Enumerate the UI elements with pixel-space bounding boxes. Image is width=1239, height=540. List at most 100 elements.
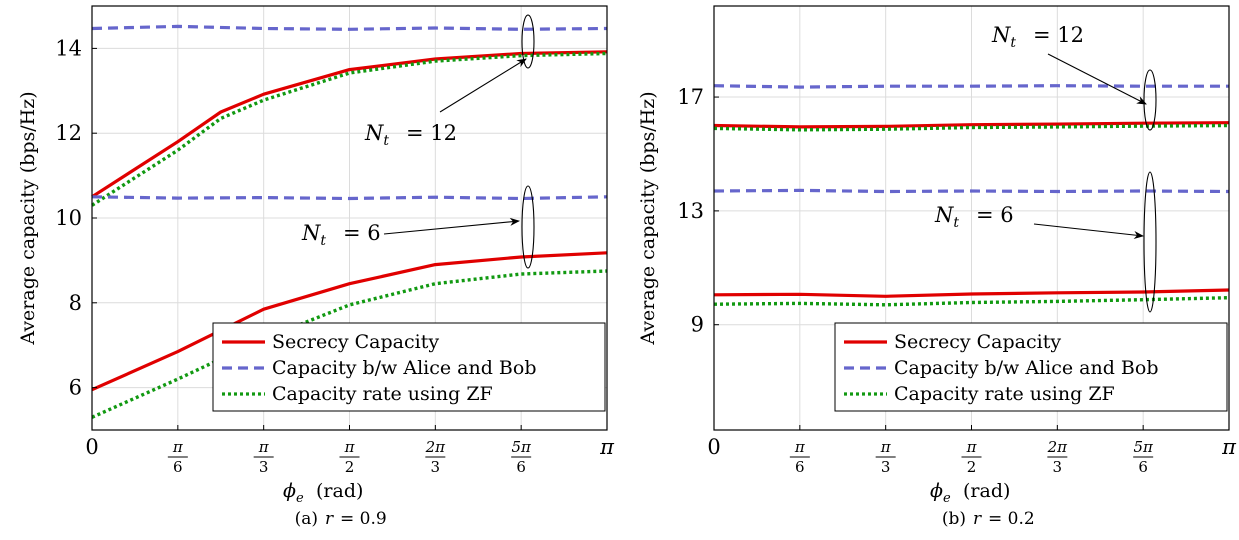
legend-label-bob-a: Capacity b/w Alice and Bob (272, 357, 536, 379)
svg-text:= 12: = 12 (406, 121, 457, 145)
group-bracket-ellipse (1143, 69, 1157, 131)
yticks-b: 9 13 17 (677, 85, 719, 337)
series-b (713, 84, 1230, 307)
svg-text:(rad): (rad) (963, 480, 1010, 502)
y-axis-label-a: Average capacity (bps/Hz) (17, 91, 39, 345)
svg-text:ϕe: ϕe (930, 480, 951, 506)
svg-text:= 0.9: = 0.9 (340, 509, 387, 529)
x-tick-label-num: 2π (1047, 438, 1069, 456)
arrow-nt12-b (1047, 53, 1147, 105)
y-tick-label: 8 (69, 291, 82, 315)
y-tick-label: 17 (677, 85, 704, 109)
yticks-a: 6 8 10 12 14 (55, 36, 97, 400)
xticks-b: 0 π 6 π 3 π 2 2π 3 5π 6 π (707, 425, 1237, 476)
svg-text:Nt: Nt (301, 221, 326, 249)
x-tick-label-num: 5π (511, 438, 532, 456)
y-tick-label: 12 (55, 121, 82, 145)
svg-text:= 6: = 6 (976, 203, 1014, 227)
x-tick-label-den: 6 (1138, 458, 1148, 476)
legend-b: Secrecy Capacity Capacity b/w Alice and … (834, 322, 1228, 412)
svg-text:Nt: Nt (991, 23, 1016, 51)
x-tick-label-num: 5π (1133, 438, 1154, 456)
annotation-nt6-a: Nt = 6 (301, 221, 381, 249)
x-tick-label-num: π (966, 438, 978, 456)
x-axis-label-b: ϕe (rad) (930, 480, 1010, 506)
series-line-secrecy-nt12 (91, 50, 608, 199)
series-line-zf-nt6 (713, 296, 1230, 307)
series-line-secrecy-nt6 (91, 251, 608, 392)
legend-label-secrecy-b: Secrecy Capacity (894, 331, 1061, 353)
series-line-bob-nt6 (713, 188, 1230, 194)
x-tick-label-den: 2 (967, 458, 977, 476)
brackets-a (521, 14, 535, 269)
series-line-bob-nt12 (713, 84, 1229, 89)
caption-b: (b) r = 0.2 (942, 509, 1035, 529)
svg-text:= 6: = 6 (343, 221, 381, 245)
svg-text:(a): (a) (295, 509, 318, 529)
arrow-nt12-a (439, 58, 527, 113)
x-tick-label-num: 2π (425, 438, 447, 456)
series-line-bob-nt12 (91, 24, 608, 31)
svg-text:Nt: Nt (364, 121, 389, 149)
arrow-nt6-b (1033, 223, 1144, 239)
svg-text:Nt: Nt (934, 203, 959, 231)
group-bracket-ellipse (1143, 171, 1157, 313)
panel-a: 6 8 10 12 14 0 π 6 π 3 π 2 2π 3 5π 6 π Average capacity… (17, 5, 615, 529)
legend-label-secrecy-a: Secrecy Capacity (272, 331, 439, 353)
x-tick-label: 0 (707, 435, 720, 459)
legend-label-zf-b: Capacity rate using ZF (894, 383, 1115, 405)
x-tick-label-num: π (794, 438, 806, 456)
annotation-nt12-b: Nt = 12 (991, 23, 1084, 51)
group-bracket-ellipse (521, 14, 535, 69)
annotation-nt12-a: Nt = 12 (364, 121, 457, 149)
y-tick-label: 9 (691, 313, 704, 337)
x-tick-label-num: π (880, 438, 892, 456)
x-tick-label-den: 6 (516, 458, 526, 476)
x-tick-label: 0 (85, 435, 98, 459)
series-line-secrecy-nt12 (713, 121, 1230, 129)
legend-a: Secrecy Capacity Capacity b/w Alice and … (212, 322, 606, 412)
caption-a: (a) r = 0.9 (295, 509, 387, 529)
y-tick-label: 10 (55, 206, 82, 230)
svg-text:= 12: = 12 (1033, 23, 1084, 47)
x-tick-label-num: π (172, 438, 184, 456)
series-line-secrecy-nt6 (713, 288, 1230, 298)
grid-a (91, 6, 608, 430)
y-tick-label: 13 (677, 199, 704, 223)
x-tick-label-den: 3 (431, 458, 441, 476)
panel-b: 9 13 17 0 π 6 π 3 π 2 2π 3 5π 6 π Average capacity (b… (637, 5, 1237, 529)
svg-text:= 0.2: = 0.2 (988, 509, 1035, 529)
annotation-nt6-b: Nt = 6 (934, 203, 1014, 231)
x-tick-label-den: 6 (795, 458, 805, 476)
x-tick-label-num: π (344, 438, 356, 456)
x-tick-label: π (1221, 435, 1237, 459)
x-tick-label-den: 3 (1053, 458, 1063, 476)
xticks-a: 0 π 6 π 3 π 2 2π 3 5π 6 π (85, 425, 615, 476)
y-tick-label: 14 (55, 36, 82, 60)
x-axis-label-a: ϕe (rad) (283, 480, 363, 506)
svg-text:(rad): (rad) (316, 480, 363, 502)
x-tick-label: π (599, 435, 615, 459)
x-tick-label-den: 6 (173, 458, 183, 476)
x-tick-label-den: 2 (345, 458, 355, 476)
arrow-nt6-a (383, 217, 520, 235)
group-bracket-ellipse (521, 185, 535, 269)
svg-text:r: r (325, 509, 334, 529)
svg-text:ϕe: ϕe (283, 480, 304, 506)
legend-box-b (834, 322, 1228, 412)
legend-label-zf-a: Capacity rate using ZF (272, 383, 493, 405)
legend-label-bob-b: Capacity b/w Alice and Bob (894, 357, 1158, 379)
svg-text:r: r (973, 509, 982, 529)
x-tick-label-num: π (258, 438, 270, 456)
x-tick-label-den: 3 (259, 458, 269, 476)
svg-text:(b): (b) (942, 509, 966, 529)
series-line-zf-nt12 (713, 123, 1230, 132)
series-a (91, 24, 608, 419)
x-tick-label-den: 3 (881, 458, 891, 476)
series-line-zf-nt12 (91, 51, 608, 207)
y-tick-label: 6 (69, 376, 82, 400)
legend-box-a (212, 322, 606, 412)
series-line-bob-nt6 (91, 195, 608, 201)
y-axis-label-b: Average capacity (bps/Hz) (637, 91, 659, 345)
